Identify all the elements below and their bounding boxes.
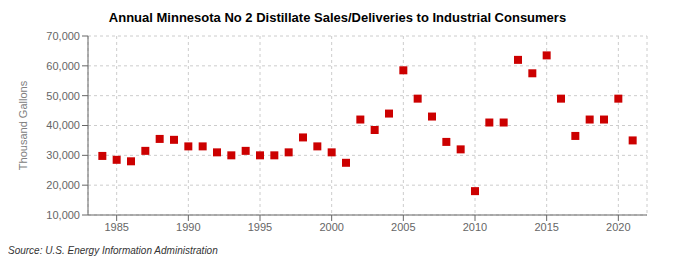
svg-text:1995: 1995 (248, 221, 272, 233)
svg-text:50,000: 50,000 (46, 90, 80, 102)
svg-text:60,000: 60,000 (46, 60, 80, 72)
svg-text:30,000: 30,000 (46, 149, 80, 161)
svg-text:2000: 2000 (319, 221, 343, 233)
html-text:Source: U.S. Energy Informatio: Source: U.S. Energy Information Administ… (8, 245, 218, 256)
svg-text:20,000: 20,000 (46, 179, 80, 191)
svg-text:70,000: 70,000 (46, 30, 80, 42)
svg-text:2020: 2020 (606, 221, 630, 233)
svg-text:1990: 1990 (176, 221, 200, 233)
svg-text:Thousand Gallons: Thousand Gallons (17, 80, 29, 170)
svg-text:1985: 1985 (104, 221, 128, 233)
svg-text:2005: 2005 (391, 221, 415, 233)
html-text:Annual Minnesota No 2 Distilla: Annual Minnesota No 2 Distillate Sales/D… (108, 10, 567, 25)
svg-text:10,000: 10,000 (46, 209, 80, 221)
svg-text:40,000: 40,000 (46, 119, 80, 131)
svg-text:2010: 2010 (463, 221, 487, 233)
svg-text:2015: 2015 (534, 221, 558, 233)
